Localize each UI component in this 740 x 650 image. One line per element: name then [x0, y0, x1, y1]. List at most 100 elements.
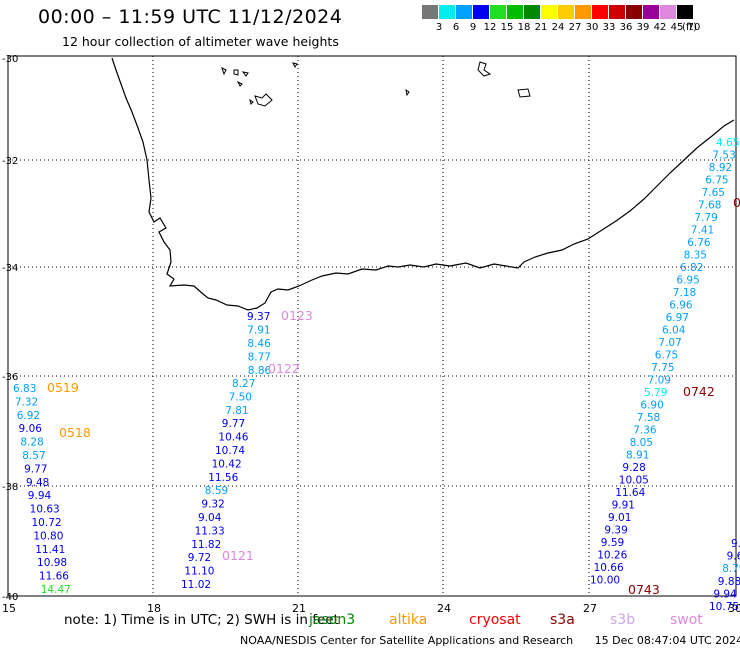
- wave-height-value: 10.72: [32, 517, 62, 529]
- wave-height-value: 6.75: [705, 175, 728, 187]
- wave-height-value: 8.59: [205, 485, 228, 497]
- pass-number-label: 0518: [59, 425, 91, 440]
- wave-height-value: 8.57: [22, 450, 45, 462]
- units-note: note: 1) Time is in UTC; 2) SWH is in fe…: [64, 612, 339, 628]
- scale-label: 45: [670, 22, 684, 33]
- scale-swatch: [524, 5, 540, 19]
- wave-height-value: 6.96: [669, 300, 693, 312]
- wave-height-value: 8.92: [709, 162, 732, 174]
- wave-height-value: 10.00: [590, 575, 620, 587]
- wave-height-value: 8.46: [247, 338, 271, 350]
- wave-height-value: 10.46: [218, 432, 248, 444]
- wave-height-value: 8.86: [248, 365, 272, 377]
- wave-height-value: 7.68: [698, 200, 721, 212]
- latitude-tick-label: -40: [2, 592, 18, 603]
- wave-height-value: 8.79: [722, 563, 740, 575]
- islands: [221, 61, 531, 107]
- scale-label: 9: [469, 22, 477, 33]
- pass-number-label: 0742: [683, 384, 715, 399]
- scale-label: 30: [585, 22, 599, 33]
- wave-height-value: 14.47: [41, 584, 71, 596]
- wave-height-value: 9.72: [188, 552, 211, 564]
- satellite-legend-item: swot: [670, 612, 703, 628]
- island: [254, 93, 273, 107]
- wave-height-value: 9.94: [28, 490, 52, 502]
- scale-swatch: [626, 5, 642, 19]
- island: [292, 62, 298, 68]
- wave-height-value: 7.41: [691, 225, 714, 237]
- scale-swatch: [592, 5, 608, 19]
- wave-height-value: 11.33: [195, 525, 225, 537]
- wave-height-value: 6.90: [640, 400, 663, 412]
- latitude-tick-label: -34: [2, 263, 18, 274]
- wave-height-value: 11.56: [208, 472, 238, 484]
- longitude-tick-label: 18: [147, 602, 161, 615]
- latitude-tick-label: -38: [2, 482, 18, 493]
- wave-height-value: 6.92: [17, 410, 40, 422]
- wave-height-value: 7.32: [15, 396, 38, 408]
- longitude-tick-label: 15: [2, 602, 16, 615]
- wave-height-value: 10.74: [215, 445, 245, 457]
- wave-height-value: 7.50: [229, 391, 252, 403]
- wave-height-value: 9.32: [201, 499, 224, 511]
- wave-height-value: 8.35: [684, 250, 707, 262]
- page-subtitle: 12 hour collection of altimeter wave hei…: [62, 34, 339, 49]
- wave-height-value: 7.91: [247, 325, 270, 337]
- wave-height-value: 9.91: [612, 500, 635, 512]
- scale-swatch: [456, 5, 472, 19]
- wave-height-value: 8.77: [248, 352, 271, 364]
- island: [517, 88, 531, 98]
- scale-swatch: [439, 5, 455, 19]
- wave-height-value: 11.64: [615, 487, 645, 499]
- page-title: 00:00 – 11:59 UTC 11/12/2024: [38, 6, 343, 28]
- map-frame: [7, 55, 737, 597]
- pass-number-label: 0122: [268, 361, 300, 376]
- scale-swatch: [643, 5, 659, 19]
- wave-height-value: 11.10: [184, 566, 214, 578]
- longitude-tick-label: 24: [437, 602, 451, 615]
- wave-height-value: 11.82: [191, 539, 221, 551]
- island: [241, 71, 249, 77]
- wave-height-value: 9.59: [601, 537, 624, 549]
- scale-swatch: [609, 5, 625, 19]
- scale-label: 39: [636, 22, 650, 33]
- pass-number-label: 0: [733, 195, 740, 210]
- scale-label: 12: [483, 22, 497, 33]
- wave-height-value: 9.06: [19, 423, 43, 435]
- footer-timestamp: 15 Dec 08:47:04 UTC 2024: [594, 634, 740, 647]
- wave-height-value: 9.37: [247, 311, 270, 323]
- wave-height-value: 5.79: [644, 387, 667, 399]
- wave-height-value: 9.77: [222, 418, 245, 430]
- scale-swatch: [490, 5, 506, 19]
- scale-label: 36: [619, 22, 633, 33]
- scale-label: 3: [435, 22, 443, 33]
- pass-number-label: 0121: [222, 548, 254, 563]
- pass-number-label: 0519: [47, 380, 79, 395]
- scale-swatch: [660, 5, 676, 19]
- longitude-tick-label: 21: [292, 602, 306, 615]
- wave-height-value: 10.66: [594, 562, 624, 574]
- wave-height-value: 7.09: [648, 375, 671, 387]
- scale-label: 42: [653, 22, 667, 33]
- wave-height-value: 4.65: [716, 137, 739, 149]
- wave-height-value: 11.66: [39, 571, 69, 583]
- latitude-tick-label: -36: [2, 372, 18, 383]
- scale-swatch: [575, 5, 591, 19]
- island: [477, 61, 492, 77]
- wave-height-value: 7.53: [712, 150, 735, 162]
- scale-label: 27: [568, 22, 582, 33]
- scale-swatch: [541, 5, 557, 19]
- pass-number-label: 0123: [281, 308, 313, 323]
- wave-height-value: 11.41: [35, 544, 65, 556]
- scale-label: 24: [551, 22, 565, 33]
- wave-height-value: 9.48: [26, 477, 49, 489]
- scale-swatch: [558, 5, 574, 19]
- wave-height-value: 10.26: [597, 550, 627, 562]
- scale-label: 15: [500, 22, 514, 33]
- wave-height-value: 8.27: [232, 378, 255, 390]
- wave-height-value: 8.28: [20, 437, 43, 449]
- wave-height-value: 7.79: [694, 212, 717, 224]
- wave-height-value: 6.95: [676, 275, 699, 287]
